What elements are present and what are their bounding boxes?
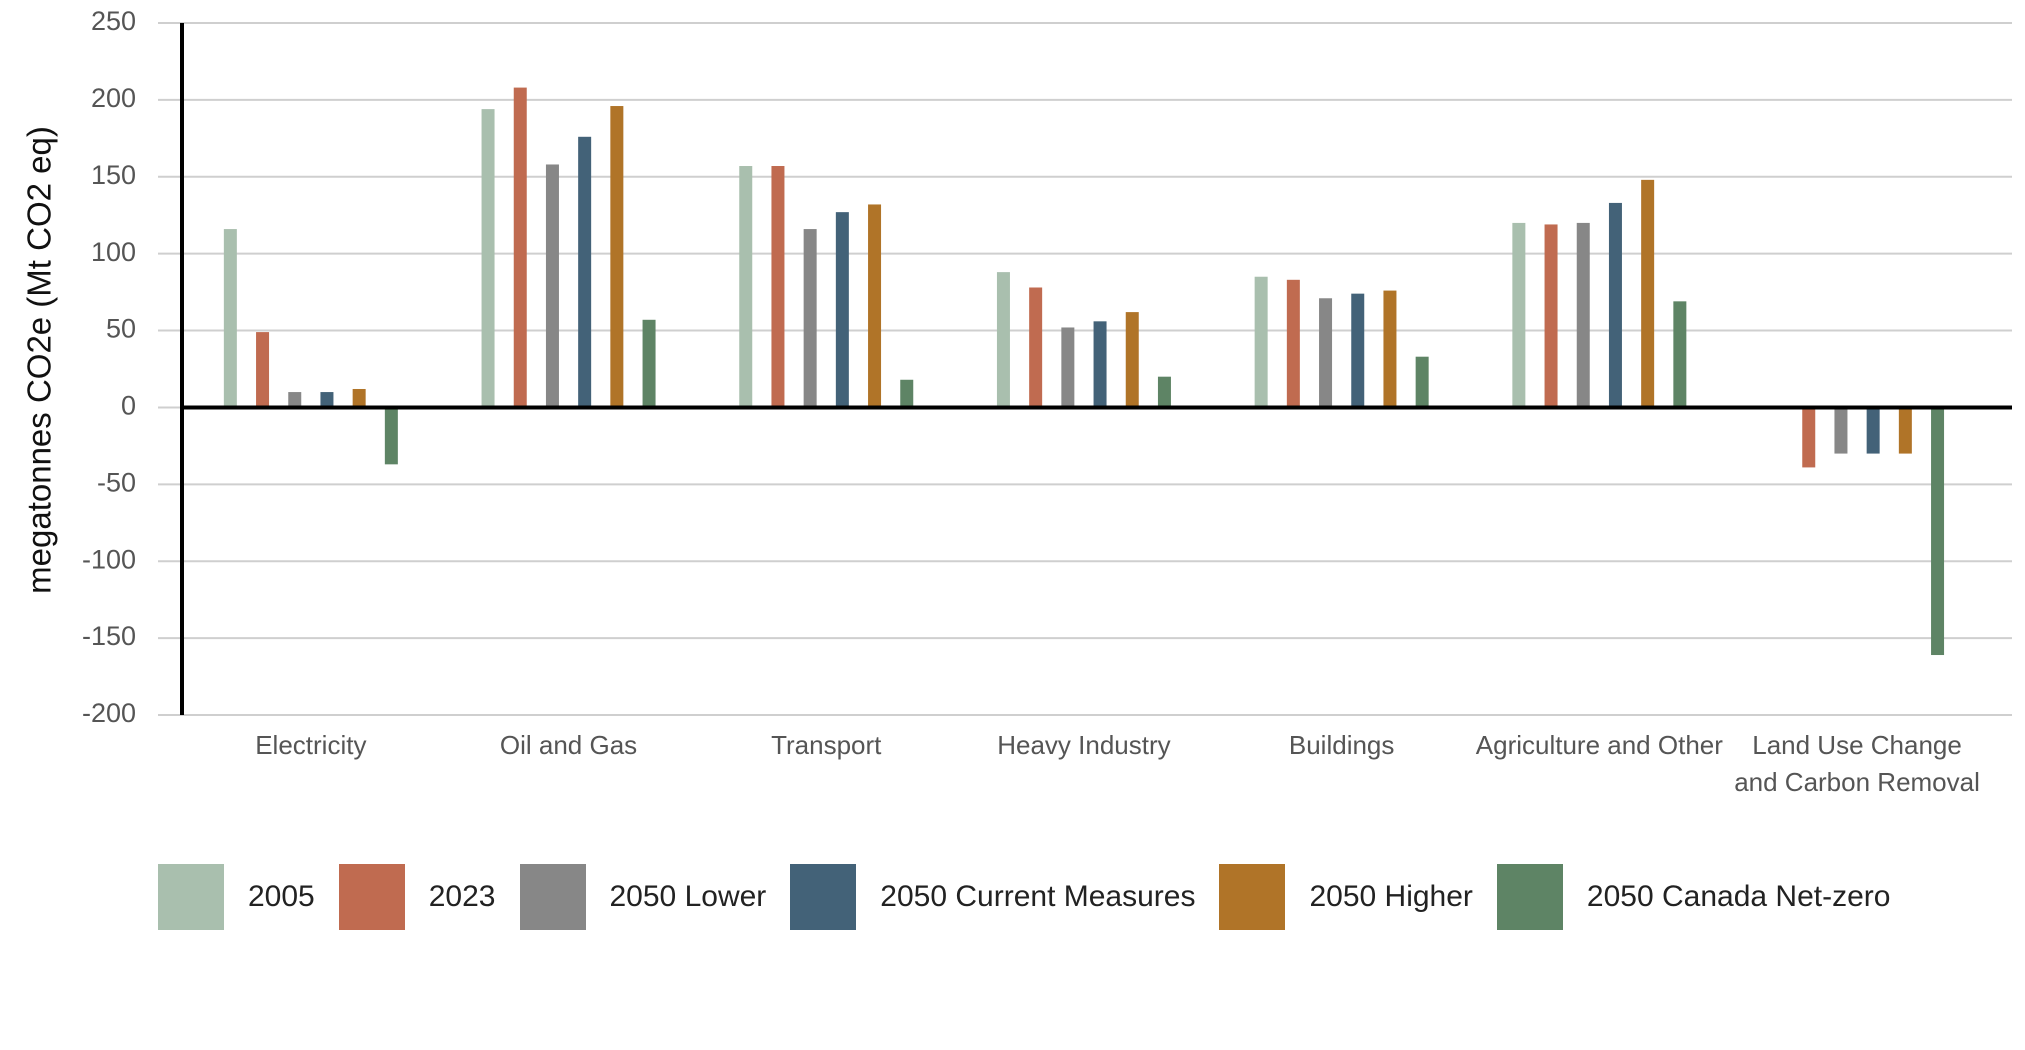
bar xyxy=(996,272,1010,408)
x-tick-label: Transport xyxy=(771,730,882,760)
legend-label: 2050 Lower xyxy=(609,880,767,913)
x-tick-label: Buildings xyxy=(1288,730,1395,760)
bar xyxy=(1157,376,1171,408)
bar xyxy=(1802,407,1816,468)
bar xyxy=(771,166,785,408)
bar xyxy=(1383,290,1397,408)
bar xyxy=(1286,279,1300,408)
bar xyxy=(1544,224,1558,408)
y-tick-label: -100 xyxy=(82,544,136,574)
legend: 2005 2023 2050 Lower 2050 Current Measures 2… xyxy=(158,864,1914,930)
bar xyxy=(835,212,849,408)
legend-swatch xyxy=(790,864,857,930)
bar xyxy=(384,407,398,465)
bar xyxy=(1931,407,1945,656)
bar xyxy=(1608,202,1622,408)
y-tick-label: -150 xyxy=(82,621,136,651)
bar xyxy=(1866,407,1880,454)
y-tick-label: -200 xyxy=(82,698,136,728)
y-tick-label: 150 xyxy=(91,160,136,190)
bar xyxy=(513,87,527,408)
bar xyxy=(1641,179,1655,408)
y-axis-label: megatonnes CO2e (Mt CO2 eq) xyxy=(21,126,58,594)
legend-label: 2023 xyxy=(428,880,496,913)
x-tick-label: Land Use Change and Carbon Removal xyxy=(1734,730,1980,797)
legend-label: 2005 xyxy=(248,880,315,913)
bar xyxy=(803,229,817,408)
bar xyxy=(545,164,559,408)
y-tick-label: -50 xyxy=(97,467,136,497)
legend-label: 2050 Canada Net-zero xyxy=(1586,880,1891,913)
bar xyxy=(288,392,302,408)
bar xyxy=(642,319,656,408)
bar xyxy=(1319,298,1333,408)
bar xyxy=(1898,407,1912,454)
legend-swatch xyxy=(519,864,586,930)
legend-swatch xyxy=(158,864,224,930)
bar xyxy=(1254,276,1268,408)
y-tick-label: 100 xyxy=(91,237,136,267)
legend-swatch xyxy=(1496,864,1563,930)
y-tick-label: 200 xyxy=(91,83,136,113)
bar xyxy=(868,204,882,408)
x-tick-label: Agriculture and Other xyxy=(1475,730,1723,760)
x-tick-label: Heavy Industry xyxy=(997,730,1171,760)
x-tick-label: Electricity xyxy=(255,730,367,760)
legend-swatch xyxy=(338,864,405,930)
bar xyxy=(1673,301,1687,408)
bar xyxy=(1093,321,1107,408)
y-tick-label: 250 xyxy=(91,6,136,36)
bar xyxy=(1576,222,1590,408)
bar xyxy=(1061,327,1075,408)
bar xyxy=(1351,293,1365,408)
bar xyxy=(610,106,624,408)
bar xyxy=(1512,222,1526,408)
bar xyxy=(739,166,753,408)
y-tick-label: 0 xyxy=(121,391,136,421)
y-tick-label: 50 xyxy=(106,314,136,344)
bar xyxy=(900,379,914,408)
legend-label: 2050 Higher xyxy=(1309,880,1473,913)
bar xyxy=(320,392,334,408)
bar xyxy=(223,229,237,408)
bar xyxy=(256,332,270,408)
bar xyxy=(1834,407,1848,454)
legend-swatch xyxy=(1219,864,1286,930)
bar xyxy=(1125,312,1139,408)
bar xyxy=(481,109,495,408)
bar xyxy=(352,388,366,408)
bar xyxy=(578,136,592,408)
bar xyxy=(1415,356,1429,408)
legend-label: 2050 Current Measures xyxy=(880,880,1196,913)
bar xyxy=(1029,287,1043,408)
x-tick-label: Oil and Gas xyxy=(499,730,638,760)
